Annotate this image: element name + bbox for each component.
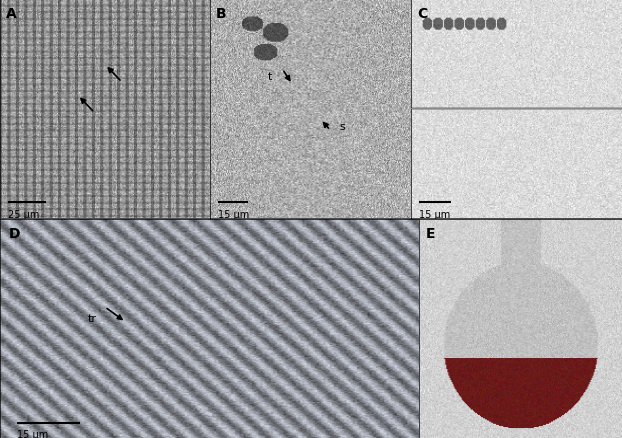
Text: 25 μm: 25 μm bbox=[9, 209, 40, 219]
Text: E: E bbox=[425, 226, 435, 240]
Text: A: A bbox=[6, 7, 17, 21]
Text: C: C bbox=[417, 7, 427, 21]
Text: D: D bbox=[8, 226, 20, 240]
Text: 15 μm: 15 μm bbox=[17, 429, 48, 438]
Text: B: B bbox=[216, 7, 227, 21]
Text: t: t bbox=[268, 71, 272, 81]
Text: 15 μm: 15 μm bbox=[419, 209, 450, 219]
Text: s: s bbox=[340, 121, 345, 131]
Text: 15 μm: 15 μm bbox=[218, 209, 249, 219]
Text: tr: tr bbox=[88, 313, 97, 323]
